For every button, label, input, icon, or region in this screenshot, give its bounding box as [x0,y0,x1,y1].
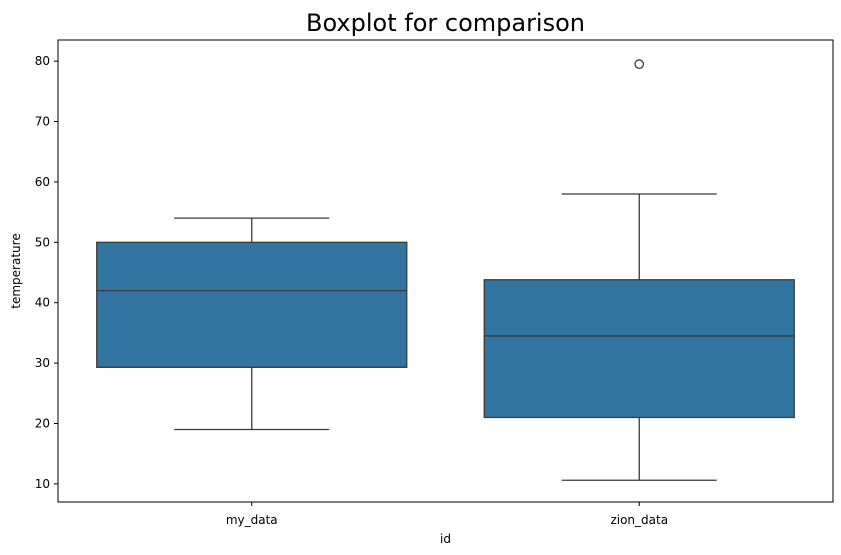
y-tick-label: 20 [35,416,50,430]
x-tick-label: my_data [226,513,278,527]
x-axis-label: id [440,532,451,546]
chart-title: Boxplot for comparison [306,9,585,37]
box-my_data [96,217,408,431]
y-tick-label: 70 [35,115,50,129]
x-axis: my_data zion_data [226,502,668,527]
x-tick-label: zion_data [610,513,668,527]
y-tick-label: 60 [35,175,50,189]
box-body [483,279,795,419]
y-axis-label: temperature [9,233,23,308]
y-tick-label: 50 [35,235,50,249]
y-tick-label: 30 [35,356,50,370]
y-tick-label: 80 [35,54,50,68]
boxes-layer [96,59,795,481]
box-body [96,241,408,368]
y-tick-label: 40 [35,296,50,310]
y-tick-label: 10 [35,477,50,491]
y-axis: 10 20 30 40 50 60 70 80 [35,54,58,491]
outlier-point [634,59,645,70]
plot-frame [57,39,834,503]
box-zion_data [483,59,795,481]
